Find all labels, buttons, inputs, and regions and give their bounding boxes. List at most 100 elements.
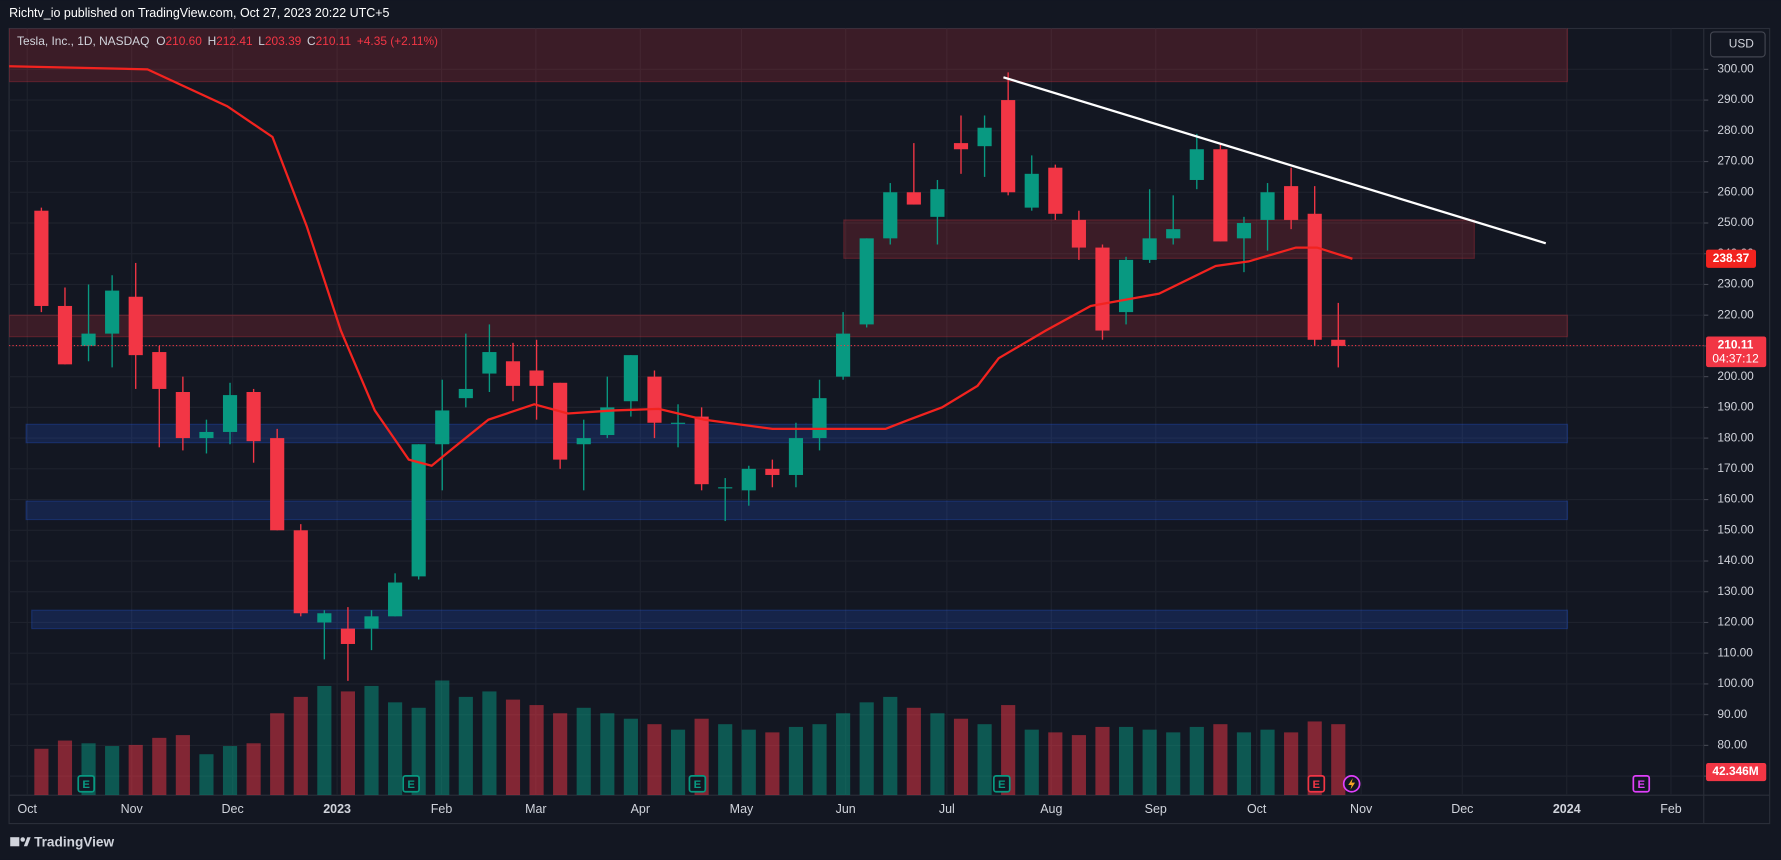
volume-bar (246, 743, 261, 796)
x-tick-label: Dec (1451, 802, 1473, 816)
volume-bar (128, 744, 143, 796)
candle-body (859, 238, 874, 325)
ma-value-label: 238.37 (1713, 251, 1750, 265)
candle-body (553, 382, 568, 460)
candle-body (411, 444, 426, 577)
zone (31, 609, 1569, 630)
volume-bar (977, 724, 992, 796)
legend-key: L (258, 34, 265, 48)
y-tick-label: 160.00 (1717, 492, 1754, 506)
candle-body (812, 398, 827, 439)
volume-bar (788, 726, 804, 796)
volume-bar (859, 702, 874, 796)
volume-bar (1213, 724, 1228, 796)
y-tick-label: 300.00 (1717, 62, 1754, 76)
legend-key: C (307, 34, 316, 48)
y-tick-label: 290.00 (1717, 92, 1754, 106)
volume-bar (812, 724, 827, 796)
legend-value: 203.39 (265, 34, 302, 48)
y-tick-label: 120.00 (1717, 615, 1754, 629)
earnings-marker (77, 775, 95, 793)
volume-bar (1048, 732, 1063, 796)
volume-bar (1118, 726, 1134, 796)
volume-bar (1284, 732, 1299, 796)
volume-bar (953, 718, 969, 796)
volume-bar (1331, 724, 1346, 796)
volume-bar (1001, 705, 1016, 796)
candle-body (977, 127, 992, 147)
x-tick-label: Nov (1350, 802, 1373, 816)
earnings-label: E (1313, 779, 1321, 791)
candle-body (765, 468, 780, 475)
candle-body (340, 628, 356, 644)
logo (10, 837, 31, 847)
volume-bar (1095, 726, 1110, 796)
volume-bar (388, 702, 403, 796)
candle-body (505, 361, 521, 386)
candle-body (1024, 173, 1039, 208)
legend-value: 212.41 (216, 34, 253, 48)
volume-bar (1189, 726, 1204, 796)
candle-body (270, 438, 285, 531)
x-tick-label: Feb (431, 802, 453, 816)
y-tick-label: 100.00 (1717, 676, 1754, 690)
candle-body (623, 355, 638, 402)
plot (9, 28, 1704, 796)
candle-body (953, 143, 969, 150)
currency[interactable]: USD (1729, 37, 1755, 51)
candle-body (1118, 259, 1134, 313)
moving-average (9, 65, 1353, 468)
legend: Tesla, Inc., 1D, NASDAQ O210.60 H212.41 L20… (17, 34, 438, 48)
volume-bar (623, 718, 638, 796)
candle-body (1095, 247, 1110, 331)
volume-bar (435, 680, 450, 796)
zone (843, 219, 1475, 259)
earnings-label: E (407, 779, 415, 791)
candle-body (128, 296, 143, 356)
x-tick-label: 2023 (323, 802, 351, 816)
y-tick-label: 80.00 (1717, 738, 1747, 752)
y-tick-label: 130.00 (1717, 584, 1754, 598)
zone (9, 28, 1569, 83)
candle-body (364, 616, 379, 629)
candle-body (1236, 222, 1252, 239)
candle-body (694, 416, 709, 485)
frame (8, 27, 1771, 825)
grid (9, 28, 1704, 796)
volume-bar (741, 729, 756, 796)
earnings-label: E (998, 779, 1006, 791)
candle-body (741, 468, 756, 491)
candle-body (1166, 229, 1181, 239)
candle-body (1048, 167, 1063, 214)
candle-body (152, 352, 167, 389)
candle-body (788, 438, 804, 475)
candle-body (435, 410, 450, 445)
y-tick-label: 250.00 (1717, 215, 1754, 229)
volume-bar (411, 707, 426, 796)
legend-value: 210.60 (165, 34, 202, 48)
volume-bar (1142, 729, 1157, 796)
y-tick-label: 150.00 (1717, 522, 1754, 536)
candle-body (836, 333, 851, 377)
y-tick-label: 140.00 (1717, 553, 1754, 567)
candle-body (57, 305, 73, 365)
currency-button[interactable] (1710, 31, 1766, 58)
earnings-label: E (694, 779, 702, 791)
earnings-label: E (82, 779, 90, 791)
volume-bar (270, 713, 285, 796)
zone (25, 500, 1569, 521)
y-tick-label: 180.00 (1717, 430, 1754, 444)
last-price-label: 210.11 (1718, 338, 1754, 352)
volume-bar (883, 696, 898, 796)
x-tick-label: Nov (121, 802, 144, 816)
legend-value: 210.11 (316, 34, 352, 48)
countdown: 04:37:12 (1712, 351, 1759, 365)
earnings-marker (402, 775, 420, 793)
x-tick-label: Oct (1247, 802, 1267, 816)
x-tick-label: 2024 (1553, 802, 1581, 816)
volume-bar (34, 748, 49, 796)
candle-body (1071, 219, 1086, 248)
legend-change: +4.35 (+2.11%) (357, 34, 438, 48)
